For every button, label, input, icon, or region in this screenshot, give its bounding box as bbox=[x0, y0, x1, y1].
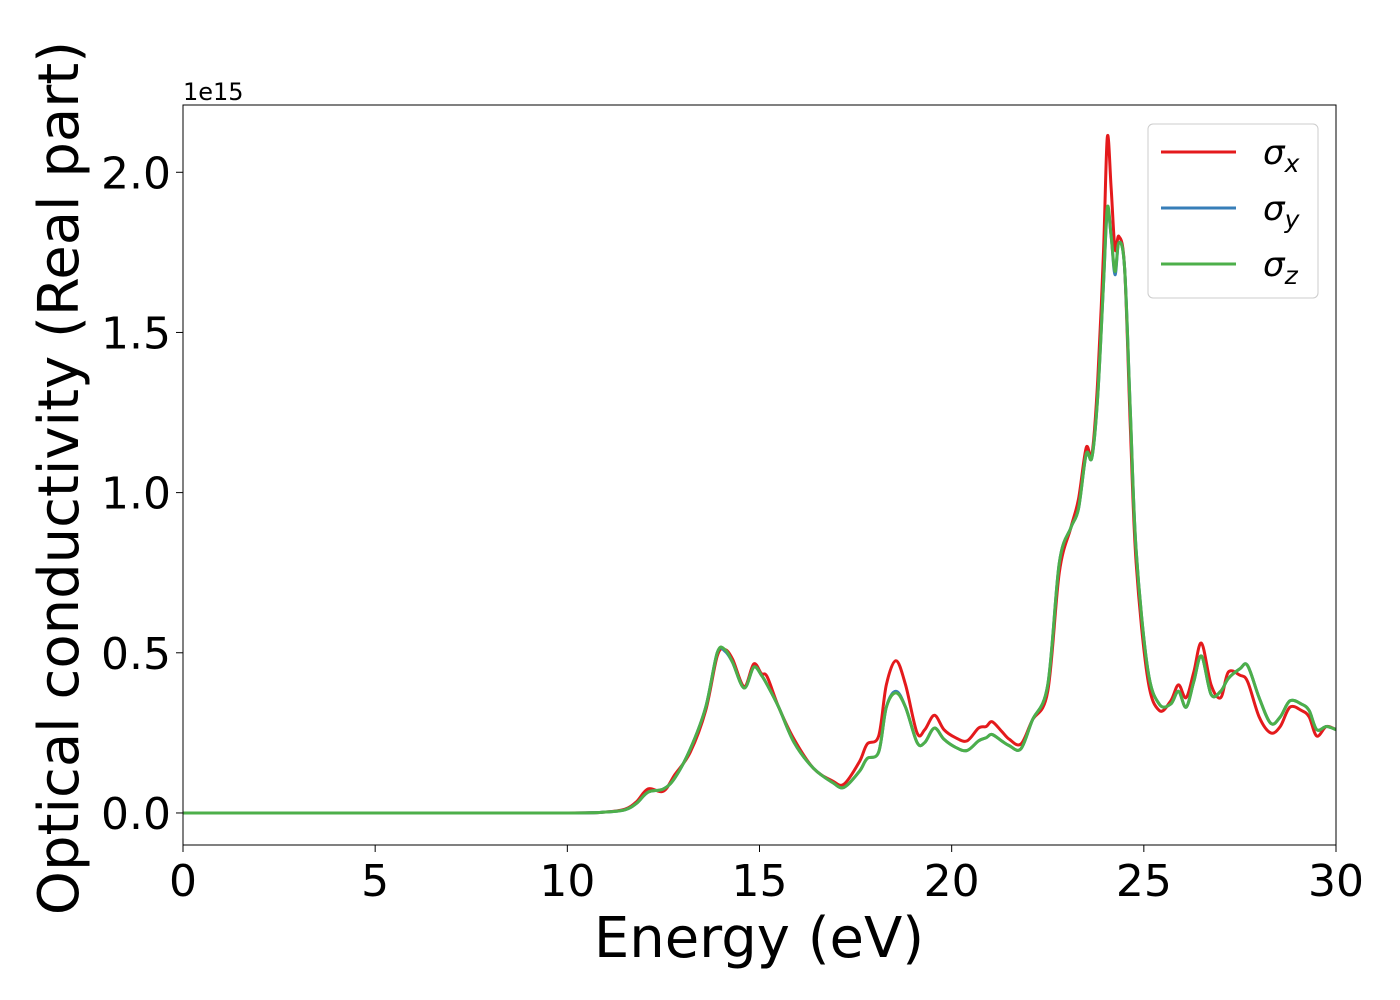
legend-label-y: σy bbox=[1263, 189, 1301, 234]
x-tick-label: 20 bbox=[924, 856, 980, 907]
legend-label-z: σz bbox=[1263, 245, 1299, 290]
x-tick-label: 15 bbox=[732, 856, 788, 907]
x-tick-label: 25 bbox=[1116, 856, 1172, 907]
x-tick-label: 0 bbox=[169, 856, 197, 907]
series-layer bbox=[183, 133, 1336, 815]
y-tick-label: 1.0 bbox=[101, 469, 171, 520]
y-tick-label: 1.5 bbox=[101, 308, 171, 359]
x-tick-label: 10 bbox=[539, 856, 595, 907]
y-tick-label: 0.0 bbox=[101, 789, 171, 840]
y-tick-label: 2.0 bbox=[101, 148, 171, 199]
x-axis-ticks: 0 5 10 15 20 25 30 bbox=[169, 845, 1364, 907]
y-axis-label: Optical conductivity (Real part) bbox=[27, 41, 92, 915]
x-axis-label: Energy (eV) bbox=[594, 906, 924, 971]
legend-label-x: σx bbox=[1263, 133, 1300, 178]
x-tick-label: 5 bbox=[361, 856, 389, 907]
y-tick-label: 0.5 bbox=[101, 629, 171, 680]
legend-frame bbox=[1147, 123, 1319, 299]
legend: σx σy σz bbox=[1147, 123, 1319, 299]
series-line-z bbox=[183, 204, 1336, 815]
y-offset-label: 1e15 bbox=[183, 78, 244, 106]
y-axis-ticks: 0.0 0.5 1.0 1.5 2.0 bbox=[101, 148, 183, 840]
x-tick-label: 30 bbox=[1308, 856, 1364, 907]
